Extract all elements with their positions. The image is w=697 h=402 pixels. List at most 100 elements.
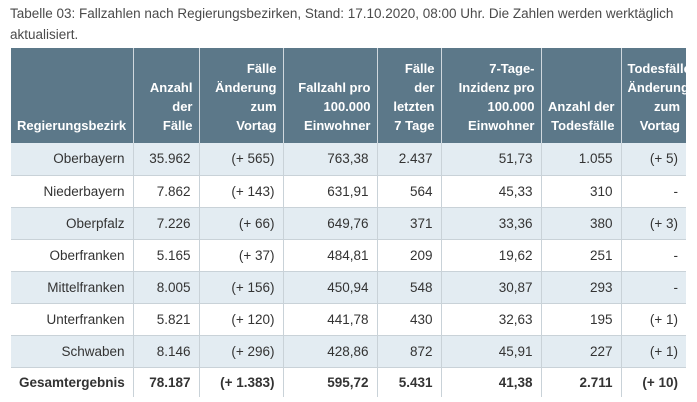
table-caption: Tabelle 03: Fallzahlen nach Regierungsbe…: [10, 6, 674, 42]
rate-per-100k-cell: 441,78: [283, 303, 378, 336]
case-numbers-table: Regierungsbezirk Anzahl der Fälle Fälle Änd…: [11, 48, 691, 397]
deaths-change-cell: -: [621, 175, 686, 208]
rate-per-100k-cell: 450,94: [283, 271, 378, 304]
header-anzahl-faelle: Anzahl der Fälle: [133, 48, 200, 143]
cases-cell: 8.146: [133, 335, 200, 368]
header-line: Fälle: [404, 61, 435, 76]
header-line: Einwohner: [304, 118, 371, 133]
cases-cell: 8.005: [133, 271, 200, 304]
cases-7-days-cell: 209: [377, 239, 442, 272]
header-line: Vortag: [236, 118, 277, 133]
deaths-change-cell: (+ 5): [621, 143, 686, 176]
cases-7-days-cell: 564: [377, 175, 442, 208]
header-line: der: [172, 99, 193, 114]
deaths-change-cell: -: [621, 239, 686, 272]
cases-change-cell: (+ 66): [199, 207, 284, 240]
header-line: 100.000: [487, 99, 535, 114]
header-line: Fälle: [246, 61, 277, 76]
deaths-cell: 310: [541, 175, 622, 208]
total-cases-cell: 78.187: [133, 367, 200, 397]
table-row: Oberfranken 5.165 (+ 37) 484,81 209 19,62 251-: [11, 239, 686, 272]
total-rate-per-100k-cell: 595,72: [283, 367, 378, 397]
header-line: 7-Tage-: [489, 61, 535, 76]
deaths-cell: 251: [541, 239, 622, 272]
header-line: 7 Tage: [394, 118, 435, 133]
total-deaths-cell: 2.711: [541, 367, 622, 397]
header-faelle-aenderung: Fälle Änderung zum Vortag: [199, 48, 284, 143]
incidence-7-days-cell: 33,36: [441, 207, 542, 240]
region-cell: Oberfranken: [11, 239, 134, 272]
cases-7-days-cell: 2.437: [377, 143, 442, 176]
table-body: Oberbayern 35.962 (+ 565) 763,38 2.437 51,73 1…: [11, 143, 686, 397]
table-header: Regierungsbezirk Anzahl der Fälle Fälle Änd…: [11, 48, 691, 143]
total-row: Gesamtergebnis 78.187 (+ 1.383) 595,72 5.431…: [11, 367, 686, 397]
table-row: Mittelfranken 8.005 (+ 156) 450,94 548 30,87 2…: [11, 271, 686, 304]
total-cases-7-days-cell: 5.431: [377, 367, 442, 397]
incidence-7-days-cell: 51,73: [441, 143, 542, 176]
total-deaths-change-cell: (+ 10): [621, 367, 686, 397]
cases-7-days-cell: 430: [377, 303, 442, 336]
rate-per-100k-cell: 484,81: [283, 239, 378, 272]
header-line: zum: [250, 99, 277, 114]
cases-change-cell: (+ 120): [199, 303, 284, 336]
region-cell: Unterfranken: [11, 303, 134, 336]
cases-cell: 5.165: [133, 239, 200, 272]
region-cell: Oberpfalz: [11, 207, 134, 240]
incidence-7-days-cell: 45,33: [441, 175, 542, 208]
header-line: Todesfälle: [551, 118, 615, 133]
header-line: 100.000: [323, 99, 371, 114]
rate-per-100k-cell: 428,86: [283, 335, 378, 368]
table-row: Oberbayern 35.962 (+ 565) 763,38 2.437 51,73 1…: [11, 143, 686, 176]
region-cell: Oberbayern: [11, 143, 134, 176]
cases-cell: 35.962: [133, 143, 200, 176]
table-row: Niederbayern 7.862 (+ 143) 631,91 564 45,33 31…: [11, 175, 686, 208]
cases-cell: 7.862: [133, 175, 200, 208]
header-line: letzten: [393, 99, 435, 114]
total-region-cell: Gesamtergebnis: [11, 367, 134, 397]
total-incidence-7-days-cell: 41,38: [441, 367, 542, 397]
header-todesfaelle-aenderung: Todesfälle Änderung zum Vortag: [621, 48, 691, 143]
header-line: der: [414, 80, 435, 95]
header-line: Fallzahl pro: [298, 80, 371, 95]
header-faelle-7-tage: Fälle der letzten 7 Tage: [377, 48, 442, 143]
header-7-tage-inzidenz: 7-Tage- Inzidenz pro 100.000 Einwohner: [441, 48, 542, 143]
header-row: Regierungsbezirk Anzahl der Fälle Fälle Änd…: [11, 48, 691, 143]
header-line: zum Vortag: [639, 99, 680, 133]
header-fallzahl-pro-100000: Fallzahl pro 100.000 Einwohner: [283, 48, 378, 143]
cases-7-days-cell: 548: [377, 271, 442, 304]
cases-change-cell: (+ 143): [199, 175, 284, 208]
deaths-cell: 293: [541, 271, 622, 304]
cases-7-days-cell: 371: [377, 207, 442, 240]
header-line: Änderung: [215, 80, 277, 95]
deaths-change-cell: -: [621, 271, 686, 304]
header-line: Anzahl der: [548, 99, 615, 114]
header-line: Inzidenz pro: [458, 80, 535, 95]
header-regierungsbezirk: Regierungsbezirk: [11, 48, 134, 143]
cases-cell: 7.226: [133, 207, 200, 240]
deaths-cell: 195: [541, 303, 622, 336]
incidence-7-days-cell: 30,87: [441, 271, 542, 304]
cases-change-cell: (+ 296): [199, 335, 284, 368]
incidence-7-days-cell: 19,62: [441, 239, 542, 272]
rate-per-100k-cell: 763,38: [283, 143, 378, 176]
table-row: Unterfranken 5.821 (+ 120) 441,78 430 32,63 19…: [11, 303, 686, 336]
incidence-7-days-cell: 32,63: [441, 303, 542, 336]
deaths-cell: 1.055: [541, 143, 622, 176]
deaths-change-cell: (+ 1): [621, 335, 686, 368]
rate-per-100k-cell: 631,91: [283, 175, 378, 208]
header-line: Todesfälle: [627, 61, 691, 76]
header-line: Anzahl: [149, 80, 193, 95]
deaths-change-cell: (+ 1): [621, 303, 686, 336]
cases-change-cell: (+ 565): [199, 143, 284, 176]
header-anzahl-todesfaelle: Anzahl der Todesfälle: [541, 48, 622, 143]
rate-per-100k-cell: 649,76: [283, 207, 378, 240]
region-cell: Niederbayern: [11, 175, 134, 208]
deaths-cell: 227: [541, 335, 622, 368]
cases-change-cell: (+ 37): [199, 239, 284, 272]
cases-7-days-cell: 872: [377, 335, 442, 368]
cases-cell: 5.821: [133, 303, 200, 336]
header-line: Regierungsbezirk: [17, 118, 127, 133]
header-line: Einwohner: [468, 118, 535, 133]
incidence-7-days-cell: 45,91: [441, 335, 542, 368]
total-cases-change-cell: (+ 1.383): [199, 367, 284, 397]
